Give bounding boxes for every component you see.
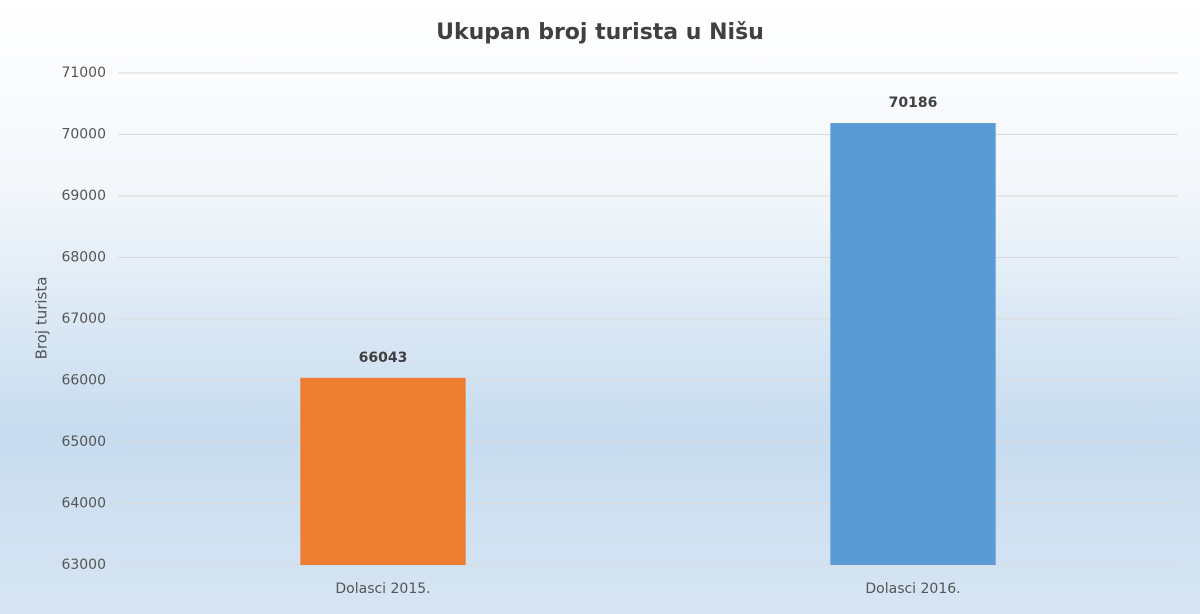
y-tick-label: 70000	[61, 127, 106, 143]
x-tick-label: Dolasci 2016.	[865, 581, 960, 597]
y-axis-label: Broj turista	[33, 277, 51, 360]
bar	[830, 123, 996, 565]
y-tick-label: 65000	[61, 434, 106, 450]
y-tick-label: 71000	[61, 65, 106, 81]
y-tick-label: 69000	[61, 188, 106, 204]
y-tick-label: 66000	[61, 373, 106, 389]
y-tick-label: 68000	[61, 250, 106, 266]
y-tick-label: 63000	[61, 557, 106, 573]
y-tick-label: 64000	[61, 496, 106, 512]
chart-title: Ukupan broj turista u Nišu	[436, 20, 764, 45]
x-tick-label: Dolasci 2015.	[335, 581, 430, 597]
bar	[300, 377, 466, 565]
data-label: 70186	[889, 95, 938, 111]
data-label: 66043	[359, 350, 408, 366]
y-tick-label: 67000	[61, 311, 106, 327]
